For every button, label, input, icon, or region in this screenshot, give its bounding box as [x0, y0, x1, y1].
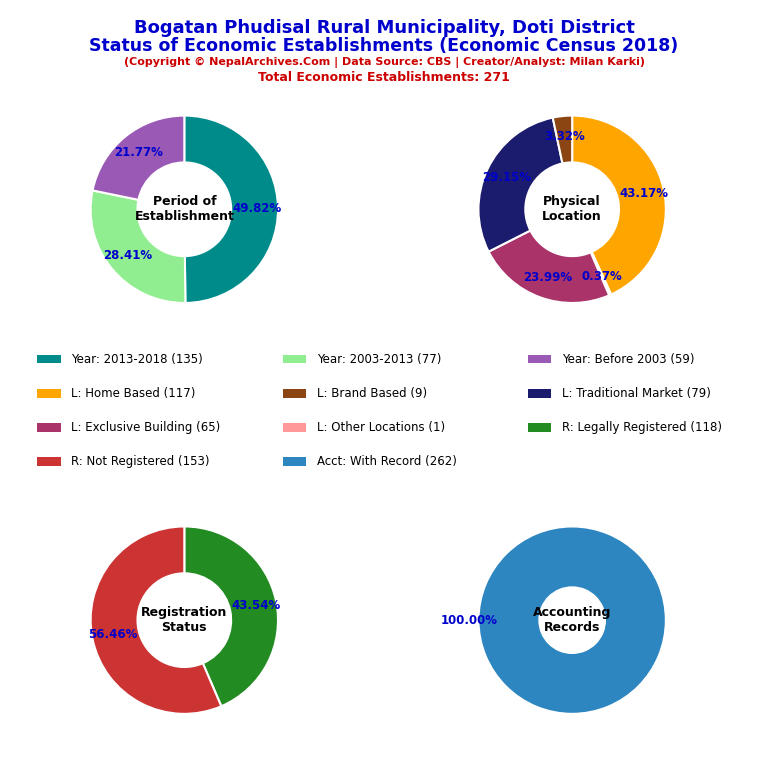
Text: Year: 2003-2013 (77): Year: 2003-2013 (77) — [317, 353, 442, 366]
Text: 3.32%: 3.32% — [545, 130, 585, 143]
Bar — [38, 423, 61, 432]
Text: Period of
Establishment: Period of Establishment — [134, 195, 234, 223]
Text: L: Traditional Market (79): L: Traditional Market (79) — [562, 387, 711, 400]
Text: L: Other Locations (1): L: Other Locations (1) — [317, 421, 445, 434]
Text: Total Economic Establishments: 271: Total Economic Establishments: 271 — [258, 71, 510, 84]
Text: Bogatan Phudisal Rural Municipality, Doti District: Bogatan Phudisal Rural Municipality, Dot… — [134, 19, 634, 37]
Text: L: Brand Based (9): L: Brand Based (9) — [317, 387, 427, 400]
Text: Accounting
Records: Accounting Records — [533, 606, 611, 634]
Wedge shape — [184, 527, 278, 707]
Text: L: Home Based (117): L: Home Based (117) — [71, 387, 196, 400]
Text: 21.77%: 21.77% — [114, 146, 163, 159]
Wedge shape — [184, 116, 278, 303]
Text: L: Exclusive Building (65): L: Exclusive Building (65) — [71, 421, 220, 434]
Wedge shape — [591, 252, 611, 296]
Wedge shape — [478, 527, 666, 714]
Text: Registration
Status: Registration Status — [141, 606, 227, 634]
Text: Year: 2013-2018 (135): Year: 2013-2018 (135) — [71, 353, 204, 366]
Text: Year: Before 2003 (59): Year: Before 2003 (59) — [562, 353, 695, 366]
Text: Status of Economic Establishments (Economic Census 2018): Status of Economic Establishments (Econo… — [89, 37, 679, 55]
Text: R: Not Registered (153): R: Not Registered (153) — [71, 455, 210, 468]
Text: 0.37%: 0.37% — [581, 270, 622, 283]
Wedge shape — [93, 116, 184, 200]
Text: 43.17%: 43.17% — [619, 187, 668, 200]
Bar — [38, 389, 61, 398]
Text: 43.54%: 43.54% — [231, 599, 280, 612]
Text: 28.41%: 28.41% — [104, 250, 153, 263]
Text: 49.82%: 49.82% — [233, 202, 282, 215]
Text: 56.46%: 56.46% — [88, 628, 137, 641]
Bar — [283, 355, 306, 363]
Text: 29.15%: 29.15% — [482, 171, 531, 184]
Text: 23.99%: 23.99% — [523, 271, 572, 284]
Text: Acct: With Record (262): Acct: With Record (262) — [317, 455, 457, 468]
Bar — [38, 355, 61, 363]
Text: (Copyright © NepalArchives.Com | Data Source: CBS | Creator/Analyst: Milan Karki: (Copyright © NepalArchives.Com | Data So… — [124, 57, 644, 68]
Bar — [528, 423, 551, 432]
Text: Physical
Location: Physical Location — [542, 195, 602, 223]
Bar — [283, 423, 306, 432]
Wedge shape — [553, 116, 572, 164]
Bar — [38, 457, 61, 465]
Text: R: Legally Registered (118): R: Legally Registered (118) — [562, 421, 723, 434]
Wedge shape — [488, 230, 609, 303]
Bar — [283, 389, 306, 398]
Bar — [283, 457, 306, 465]
Wedge shape — [478, 118, 562, 252]
Wedge shape — [572, 116, 666, 294]
Bar — [528, 389, 551, 398]
Bar — [528, 355, 551, 363]
Text: 100.00%: 100.00% — [441, 614, 498, 627]
Wedge shape — [91, 190, 185, 303]
Wedge shape — [91, 527, 221, 713]
